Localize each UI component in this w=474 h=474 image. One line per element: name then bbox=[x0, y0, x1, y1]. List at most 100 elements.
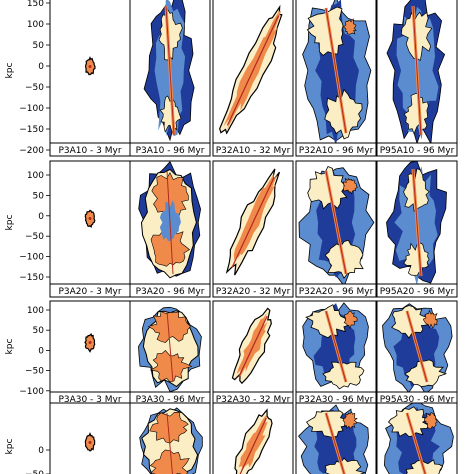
y-tick-label: 50 bbox=[33, 191, 45, 201]
panel-image bbox=[213, 301, 293, 392]
jet-core bbox=[325, 310, 347, 383]
panel-label: P3A10 - 3 Myr bbox=[58, 146, 121, 156]
y-tick-label: −150 bbox=[19, 125, 44, 135]
y-tick-label: −200 bbox=[19, 146, 44, 156]
y-tick-label: 0 bbox=[38, 212, 44, 222]
y-tick-label: 150 bbox=[27, 0, 44, 9]
panel-label: P32A20 - 32 Myr bbox=[216, 287, 291, 297]
panel-image bbox=[296, 403, 376, 474]
y-tick-label: −100 bbox=[19, 104, 44, 114]
knot bbox=[343, 310, 358, 330]
hotspot-upper bbox=[306, 6, 344, 57]
panel-image bbox=[213, 403, 293, 474]
panel-image bbox=[213, 0, 293, 143]
panel-image bbox=[50, 403, 130, 474]
y-tick-label: −50 bbox=[25, 83, 44, 93]
core-dot bbox=[88, 217, 92, 220]
jet-core bbox=[166, 412, 173, 474]
panel: P32A30 - 96 Myr bbox=[295, 300, 377, 406]
jet-core bbox=[239, 417, 267, 474]
panel-label: P3A30 - 96 Myr bbox=[136, 395, 205, 405]
panel-image bbox=[50, 0, 130, 143]
lobe-inner bbox=[236, 313, 268, 378]
panel-frame bbox=[295, 402, 377, 474]
panel-label-box bbox=[129, 283, 211, 298]
panel-image bbox=[377, 301, 457, 392]
knot bbox=[342, 18, 357, 35]
hotspot-lower bbox=[150, 227, 191, 267]
panel-label: P32A30 - 96 Myr bbox=[299, 395, 374, 405]
hotspot-upper bbox=[400, 11, 433, 61]
jet-core bbox=[166, 170, 174, 275]
y-tick-label: −150 bbox=[19, 273, 44, 283]
jet-core bbox=[325, 7, 347, 134]
hotspot-upper bbox=[151, 172, 189, 219]
panel-image bbox=[296, 301, 376, 392]
panel-frame bbox=[212, 402, 294, 474]
panel-label-box bbox=[129, 142, 211, 157]
y-tick-label: −50 bbox=[25, 367, 44, 377]
tilted-lobe bbox=[231, 307, 272, 385]
core-dot bbox=[88, 341, 92, 344]
tilted-lobe bbox=[234, 408, 273, 474]
panel: P32A30 - 32 Myr bbox=[212, 300, 294, 406]
panel bbox=[129, 402, 211, 474]
panel-label: P3A20 - 3 Myr bbox=[58, 287, 121, 297]
panel bbox=[49, 402, 131, 474]
knot bbox=[422, 309, 438, 329]
panel-label: P95A10 - 96 Myr bbox=[380, 146, 455, 156]
hotspot-upper bbox=[147, 311, 191, 343]
panel: P3A20 - 3 Myr bbox=[49, 160, 131, 298]
jet-core bbox=[406, 310, 428, 383]
jet-core bbox=[412, 5, 422, 136]
knot bbox=[424, 412, 438, 430]
panel-label-box bbox=[295, 283, 377, 298]
jet-core bbox=[238, 315, 268, 378]
panel-image bbox=[296, 0, 376, 143]
panel: P32A10 - 32 Myr bbox=[212, 0, 294, 157]
panel-label: P32A10 - 96 Myr bbox=[299, 146, 374, 156]
hotspot-lower bbox=[149, 449, 190, 474]
panel-image bbox=[50, 161, 130, 284]
y-tick-label: 50 bbox=[33, 41, 45, 51]
panel-image bbox=[213, 161, 293, 284]
panel-label-box bbox=[295, 142, 377, 157]
y-tick-label: 0 bbox=[38, 446, 44, 456]
y-tick-label: 100 bbox=[27, 306, 44, 316]
knot bbox=[343, 177, 358, 195]
jet-core bbox=[406, 412, 426, 474]
panel bbox=[212, 402, 294, 474]
panel-label: P95A20 - 96 Myr bbox=[380, 287, 455, 297]
panel-label-box bbox=[376, 142, 458, 157]
y-axis-label: kpc bbox=[5, 339, 15, 355]
y-tick-label: −100 bbox=[19, 387, 44, 397]
knot bbox=[342, 411, 358, 429]
jet-core bbox=[165, 5, 175, 136]
core-dot bbox=[88, 441, 92, 444]
panel: P32A20 - 32 Myr bbox=[212, 160, 294, 298]
jet-core bbox=[231, 177, 275, 268]
jet-core bbox=[325, 412, 345, 474]
panel-label: P32A10 - 32 Myr bbox=[216, 146, 291, 156]
jet-core bbox=[226, 15, 280, 126]
tilted-lobe bbox=[219, 4, 283, 135]
panel-label: P95A30 - 96 Myr bbox=[380, 395, 455, 405]
panel: P95A10 - 96 Myr bbox=[376, 0, 458, 157]
hotspot-lower bbox=[149, 349, 193, 383]
panel-frame bbox=[129, 402, 211, 474]
panel bbox=[295, 402, 377, 474]
core-dot bbox=[88, 65, 92, 68]
hotspot-lower bbox=[403, 92, 429, 135]
panel: P3A30 - 96 Myr bbox=[129, 300, 211, 406]
panel: P3A10 - 96 Myr bbox=[129, 0, 211, 157]
panel: P95A30 - 96 Myr bbox=[376, 300, 458, 406]
y-axis-label: kpc bbox=[5, 215, 15, 231]
tilted-lobe bbox=[225, 168, 281, 276]
panel: P32A20 - 96 Myr bbox=[295, 160, 377, 298]
hotspot-upper bbox=[149, 411, 189, 444]
panel-image bbox=[130, 0, 210, 143]
panel-frame bbox=[376, 402, 458, 474]
jet-core bbox=[325, 170, 347, 275]
panel-image bbox=[296, 161, 376, 284]
